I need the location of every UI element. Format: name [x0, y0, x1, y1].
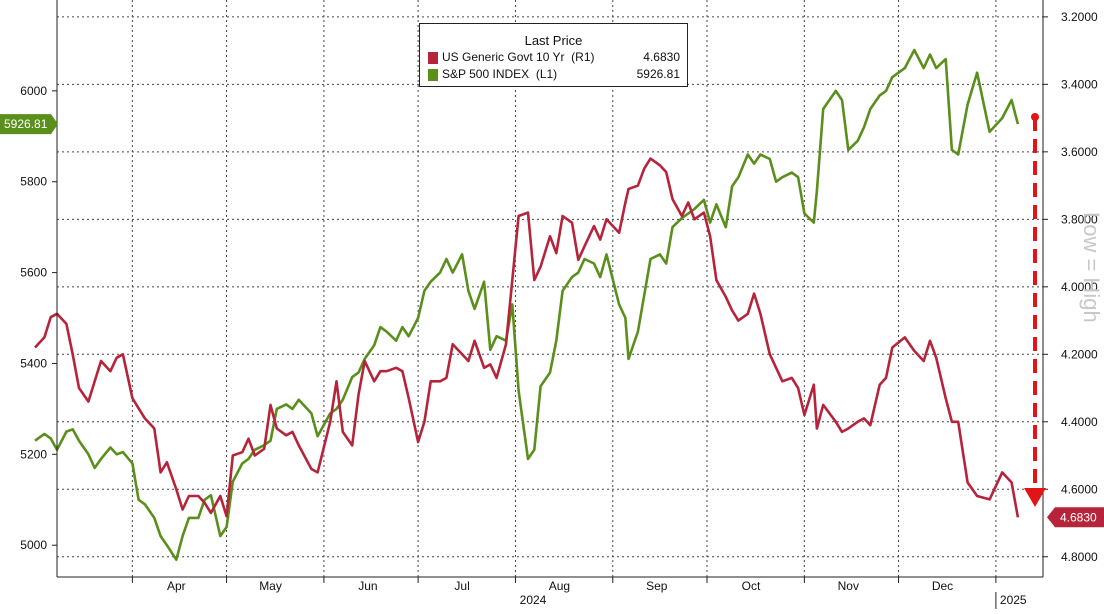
- right-tick-label: 4.4000: [1061, 415, 1098, 429]
- legend-entry-spx: S&P 500 INDEX (L1) 5926.81: [428, 67, 680, 83]
- right-tick-label: 3.4000: [1061, 77, 1098, 91]
- right-tick-label: 4.2000: [1061, 347, 1098, 361]
- legend: Last Price US Generic Govt 10 Yr (R1) 4.…: [419, 23, 688, 87]
- x-tick-label: May: [259, 579, 282, 593]
- spx-series-line: [34, 48, 1020, 562]
- legend-entry-yield: US Generic Govt 10 Yr (R1) 4.6830: [428, 50, 680, 66]
- yield-series-line: [34, 157, 1020, 518]
- x-tick-label: Dec: [932, 579, 953, 593]
- legend-swatch-spx: [428, 69, 438, 81]
- x-tick-label: Nov: [838, 579, 859, 593]
- yield-last-value-tag: [1047, 507, 1104, 528]
- right-tick-label: 4.0000: [1061, 280, 1098, 294]
- right-tick-label: 4.8000: [1061, 550, 1098, 564]
- year-label: 2024: [520, 593, 547, 607]
- x-tick-label: Aug: [549, 579, 570, 593]
- right-tick-label: 3.2000: [1061, 10, 1098, 24]
- left-tick-label: 5800: [20, 175, 47, 189]
- annotation-arrow-head: [1024, 488, 1046, 507]
- spx-last-value-tag: [0, 114, 58, 135]
- x-tick-label: Jun: [358, 579, 377, 593]
- right-tick-label: 4.6000: [1061, 482, 1098, 496]
- legend-label-spx: S&P 500 INDEX (L1): [442, 67, 558, 81]
- left-tick-label: 5000: [20, 538, 47, 552]
- left-tick-label: 6000: [20, 84, 47, 98]
- year-label: 2025: [1000, 593, 1027, 607]
- legend-value-spx: 5926.81: [636, 67, 680, 81]
- legend-title: Last Price: [524, 33, 583, 48]
- axis-layer: 5000 5200 5400 5600 5800 6000 3.2000 3.4000 3.60…: [20, 0, 1104, 609]
- right-tick-label: 3.6000: [1061, 145, 1098, 159]
- x-tick-label: Oct: [742, 579, 761, 593]
- grid-layer: [57, 0, 1043, 577]
- right-axis-label: Low = High: [1079, 212, 1104, 323]
- left-tick-label: 5600: [20, 266, 47, 280]
- annotation-arrow-start-dot: [1031, 113, 1039, 121]
- legend-swatch-yield: [428, 52, 438, 64]
- legend-value-yield: 4.6830: [643, 50, 680, 64]
- series-layer: [34, 48, 1020, 562]
- tag-layer: 5926.81 4.6830: [0, 113, 1104, 528]
- x-tick-label: Sep: [646, 579, 668, 593]
- left-tick-label: 5200: [20, 447, 47, 461]
- x-tick-label: Jul: [454, 579, 469, 593]
- legend-label-yield: US Generic Govt 10 Yr (R1): [442, 50, 595, 64]
- right-tick-label: 3.8000: [1061, 212, 1098, 226]
- x-tick-label: Apr: [167, 579, 186, 593]
- spx-last-value-text: 5926.81: [4, 117, 48, 131]
- left-tick-label: 5400: [20, 356, 47, 370]
- yield-last-value-text: 4.6830: [1060, 510, 1097, 524]
